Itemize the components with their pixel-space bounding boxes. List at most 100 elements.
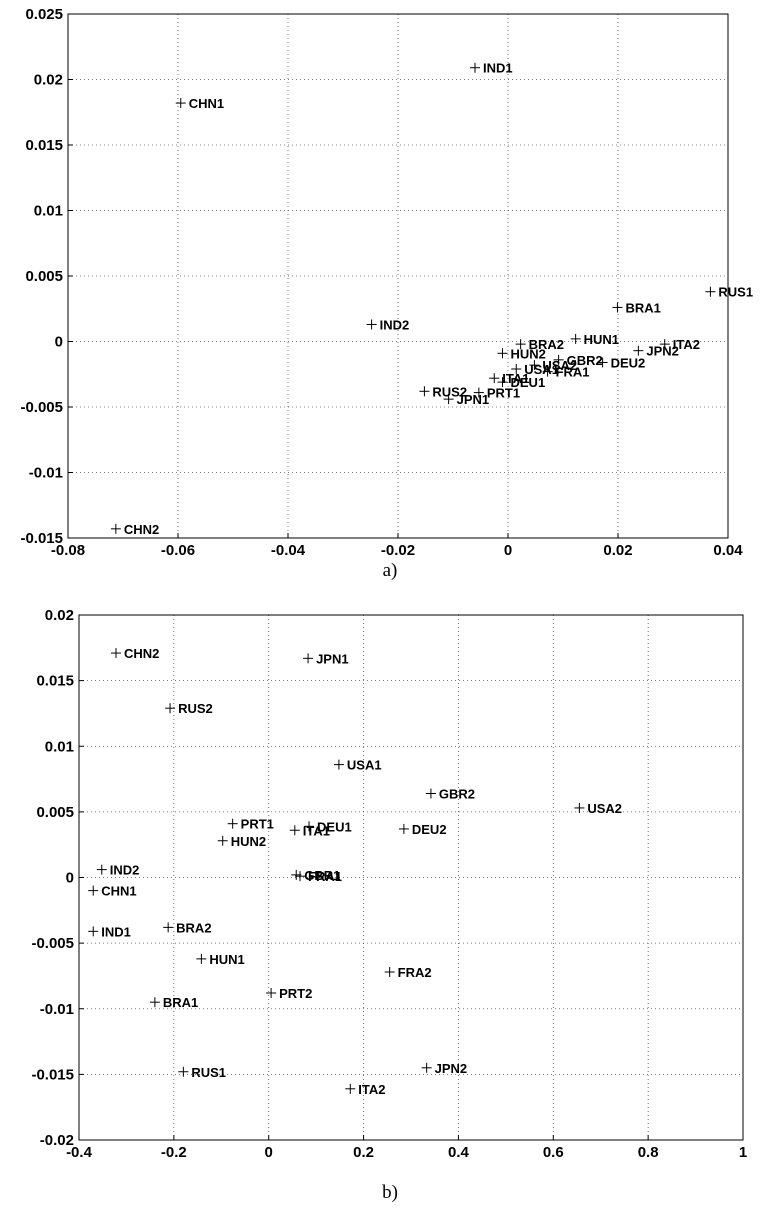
point-label: USA2 [542, 358, 577, 373]
plot-frame [67, 13, 729, 539]
point-label: HUN2 [231, 834, 266, 849]
point-label: DEU2 [611, 355, 646, 370]
data-point-jpn1: JPN1 [443, 392, 490, 407]
data-point-chn1: CHN1 [175, 96, 224, 111]
y-tick-label: -0.02 [40, 1132, 74, 1149]
x-tick-label: 0.6 [543, 1144, 564, 1161]
point-label: JPN1 [457, 392, 490, 407]
data-point-bra2: BRA2 [515, 337, 564, 352]
point-label: HUN1 [584, 332, 619, 347]
data-point-bra1: BRA1 [149, 995, 198, 1010]
y-tick-label: 0 [66, 870, 74, 887]
data-point-hun2: HUN2 [217, 834, 266, 849]
data-point-bra1: BRA1 [612, 300, 661, 315]
data-point-bra2: BRA2 [163, 920, 212, 935]
data-point-deu2: DEU2 [398, 822, 447, 837]
point-label: BRA2 [529, 337, 564, 352]
x-tick-label: -0.04 [271, 542, 306, 559]
x-tick-label: 1 [739, 1144, 747, 1161]
point-label: CHN1 [189, 96, 224, 111]
point-label: RUS1 [718, 285, 753, 300]
data-point-gbr1: GBR1 [291, 868, 340, 883]
point-label: FRA1 [556, 365, 590, 380]
point-label: USA1 [524, 362, 559, 377]
x-tick-label: 0.4 [448, 1144, 470, 1161]
data-point-usa1: USA1 [333, 758, 382, 773]
x-tick-label: -0.4 [66, 1144, 93, 1161]
data-point-rus1: RUS1 [178, 1065, 226, 1080]
y-tick-label: 0.025 [25, 6, 63, 23]
scatter-panel-a: -0.08 -0.06 -0.04 -0.02 0 0.02 0.04 0.025 0.02 0.… [20, 6, 753, 581]
panel-caption: a) [383, 560, 398, 581]
data-point-gbr2: GBR2 [425, 787, 475, 802]
data-point-usa1: USA1 [511, 362, 559, 377]
data-point-fra1: FRA1 [295, 869, 342, 884]
point-label: RUS2 [178, 701, 213, 716]
point-label: RUS1 [191, 1065, 226, 1080]
data-point-gbr2: GBR2 [553, 353, 603, 368]
data-point-ita2: ITA2 [659, 337, 700, 352]
y-tick-label: 0.02 [34, 72, 63, 89]
data-point-hun2: HUN2 [497, 346, 546, 361]
point-label: HUN2 [511, 346, 546, 361]
point-label: IND2 [380, 317, 410, 332]
point-label: ITA1 [303, 823, 330, 838]
data-point-rus2: RUS2 [419, 384, 467, 399]
y-tick-label: -0.015 [31, 1066, 74, 1083]
point-label: USA2 [587, 801, 622, 816]
scatter-panel-b: -0.4 -0.2 0 0.2 0.4 0.6 0.8 1 0.02 0.015 0.01 0.005… [31, 607, 747, 1203]
x-tick-label: 0 [504, 542, 512, 559]
data-point-deu1: DEU1 [304, 819, 352, 834]
data-point-usa2: USA2 [574, 801, 622, 816]
x-tick-label: 0.02 [603, 542, 632, 559]
data-point-usa2: USA2 [529, 358, 577, 373]
point-label: ITA2 [673, 337, 700, 352]
point-label: PRT1 [487, 386, 520, 401]
point-label: PRT1 [241, 817, 274, 832]
data-point-jpn2: JPN2 [633, 344, 679, 359]
point-label: USA1 [347, 758, 382, 773]
data-point-ita1: ITA1 [289, 823, 330, 838]
point-label: IND1 [483, 61, 513, 76]
point-label: ITA1 [502, 371, 529, 386]
data-point-jpn1: JPN1 [303, 651, 349, 666]
data-point-ind1: IND1 [470, 61, 513, 76]
x-tick-label: 0 [265, 1144, 273, 1161]
data-point-ind1: IND1 [88, 924, 131, 939]
data-point-chn1: CHN1 [88, 884, 137, 899]
y-tick-label: 0.015 [36, 673, 74, 690]
data-point-fra1: FRA1 [542, 365, 590, 380]
x-tick-label: 0.8 [638, 1144, 659, 1161]
point-label: IND2 [110, 863, 140, 878]
point-label: JPN2 [646, 344, 679, 359]
data-point-jpn2: JPN2 [421, 1061, 468, 1076]
data-point-chn2: CHN2 [110, 522, 159, 537]
point-label: DEU2 [412, 822, 447, 837]
y-tick-label: 0.01 [34, 203, 63, 220]
panel-caption: b) [382, 1182, 398, 1203]
data-point-rus1: RUS1 [705, 285, 753, 300]
point-label: HUN1 [209, 952, 244, 967]
data-point-rus2: RUS2 [165, 701, 213, 716]
y-tick-label: -0.005 [31, 935, 74, 952]
data-point-prt2: PRT2 [266, 986, 312, 1001]
x-tick-label: 0.04 [713, 542, 743, 559]
point-label: GBR2 [567, 353, 603, 368]
data-point-ita2: ITA2 [345, 1082, 386, 1097]
point-label: JPN2 [435, 1061, 468, 1076]
plot-frame [78, 614, 744, 1141]
point-label: BRA2 [176, 920, 211, 935]
point-label: JPN1 [316, 651, 349, 666]
data-point-hun1: HUN1 [196, 952, 245, 967]
point-label: CHN2 [124, 522, 159, 537]
point-label: GBR2 [439, 787, 475, 802]
data-point-ind2: IND2 [366, 317, 410, 332]
point-label: CHN2 [124, 646, 159, 661]
data-point-fra2: FRA2 [384, 965, 432, 980]
data-point-prt1: PRT1 [473, 386, 520, 401]
y-tick-label: 0.01 [45, 738, 74, 755]
data-point-ind2: IND2 [96, 863, 140, 878]
y-tick-label: 0.015 [25, 137, 63, 154]
data-point-hun1: HUN1 [570, 332, 619, 347]
point-label: DEU1 [511, 375, 546, 390]
